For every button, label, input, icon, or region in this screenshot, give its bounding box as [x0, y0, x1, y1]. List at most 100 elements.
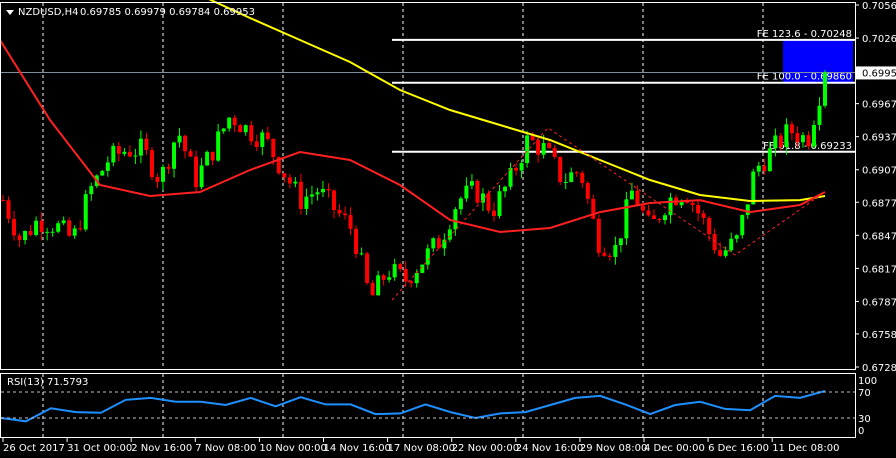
candle-body [67, 220, 72, 236]
candle-body [414, 272, 419, 284]
time-tick-label: 22 Nov 00:00 [452, 443, 519, 454]
candle-body [398, 264, 403, 270]
candle-body [28, 230, 33, 235]
candle-body [199, 165, 204, 188]
price-tick-label: 0.70565 [862, 1, 896, 12]
candle-body [89, 186, 94, 195]
candle-body [188, 151, 193, 157]
candle-body [392, 264, 397, 278]
candle-body [668, 197, 673, 216]
candle-body [453, 209, 458, 230]
time-tick-label: 6 Dec 16:00 [708, 443, 769, 454]
candle-body [271, 138, 276, 158]
candle-body [547, 142, 552, 149]
candle-body [133, 155, 138, 157]
candle-body [282, 173, 287, 178]
candle-body [657, 218, 662, 221]
candle-body [486, 193, 491, 211]
ma-fast-line [0, 39, 826, 234]
candles [1, 70, 827, 296]
candle-body [464, 185, 469, 199]
candle-body [376, 275, 381, 296]
candle-body [409, 281, 414, 284]
candle-body [155, 177, 160, 182]
candle-body [381, 275, 386, 280]
candle-body [740, 215, 745, 236]
fibo-label: FE 100.0 - 0.69860 [757, 72, 852, 83]
candle-body [519, 163, 524, 171]
candle-body [447, 229, 452, 240]
candle-body [475, 181, 480, 203]
candle-body [216, 131, 221, 161]
candle-body [751, 171, 756, 205]
candle-body [712, 234, 717, 251]
candle-body [762, 165, 767, 172]
candle-body [580, 172, 585, 184]
ma-slow-line [208, 0, 826, 203]
candle-body [707, 217, 712, 235]
candle-body [458, 198, 463, 210]
rsi-tick-label: 0 [858, 426, 864, 437]
candle-body [238, 125, 243, 133]
time-tick-label: 10 Nov 00:00 [259, 443, 326, 454]
candle-body [287, 177, 292, 184]
candle-body [72, 228, 77, 236]
candle-body [602, 252, 607, 256]
candle-body [78, 228, 83, 230]
price-tick-label: 0.68775 [862, 198, 896, 209]
candle-body [116, 145, 121, 154]
candle-body [646, 210, 651, 216]
candle-body [144, 138, 149, 151]
candle-body [800, 135, 805, 143]
candle-body [337, 209, 342, 214]
time-tick-label: 26 Oct 2017 [3, 443, 65, 454]
time-tick-label: 31 Oct 00:00 [67, 443, 132, 454]
rsi-line [0, 390, 826, 423]
candle-body [778, 135, 783, 148]
candle-body [469, 181, 474, 186]
chart-title: NZDUSD,H4 [18, 7, 78, 18]
candle-body [696, 205, 701, 214]
candle-body [635, 190, 640, 206]
candle-body [629, 190, 634, 200]
candle-body [729, 238, 734, 251]
candle-body [61, 220, 66, 224]
dropdown-triangle-icon[interactable] [6, 10, 14, 15]
candle-body [552, 148, 557, 157]
candle-body [315, 192, 320, 195]
time-tick-label: 7 Nov 08:00 [195, 443, 256, 454]
candle-body [138, 138, 143, 156]
candle-body [127, 151, 132, 157]
candle-body [585, 183, 590, 199]
candle-body [663, 215, 668, 221]
time-tick-label: 17 Nov 08:00 [388, 443, 455, 454]
time-tick-label: 2 Nov 16:00 [131, 443, 192, 454]
candle-body [194, 156, 199, 188]
candle-body [249, 125, 254, 142]
rsi-tick-label: 30 [858, 414, 871, 425]
candle-body [574, 172, 579, 174]
candle-body [50, 231, 55, 233]
candle-body [309, 194, 314, 197]
price-tick-label: 0.68475 [862, 231, 896, 242]
candle-body [563, 181, 568, 183]
candle-body [359, 253, 364, 255]
candle-body [232, 117, 237, 126]
fibo-label: FE 61.8 - 0.69233 [763, 141, 852, 152]
ohlc-values: 0.69785 0.69979 0.69784 0.69953 [80, 7, 255, 18]
current-price-box [856, 66, 896, 80]
candle-body [536, 140, 541, 155]
candle-body [508, 167, 513, 187]
candle-body [254, 141, 259, 147]
candle-body [166, 166, 171, 169]
rsi-tick-label: 100 [858, 376, 877, 387]
candle-body [651, 215, 656, 219]
candle-body [387, 277, 392, 280]
candle-body [767, 148, 772, 172]
candle-body [431, 238, 436, 249]
